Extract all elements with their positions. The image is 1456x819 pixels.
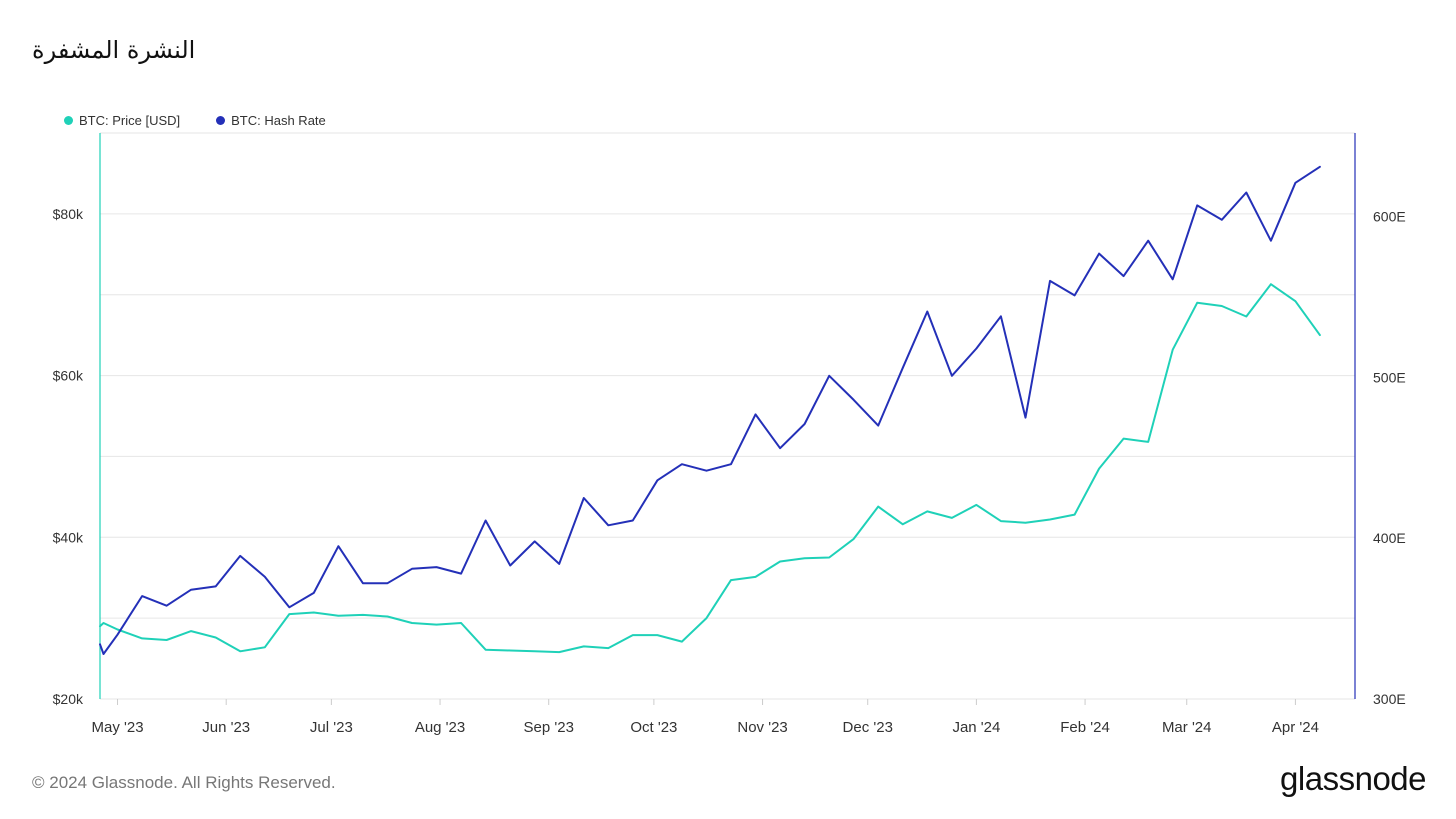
y-left-tick-label: $20k — [53, 691, 84, 707]
grid-layer — [100, 132, 1355, 700]
glassnode-logo: glassnode — [1280, 760, 1426, 797]
y-right-tick-label: 400E — [1373, 530, 1406, 546]
x-tick-label: Feb '24 — [1060, 719, 1110, 736]
x-tick-label: Sep '23 — [524, 719, 574, 736]
x-tick-label: Jul '23 — [310, 719, 353, 736]
x-tick-label: Mar '24 — [1162, 719, 1212, 736]
x-tick-label: May '23 — [91, 719, 143, 736]
label-layer: May '23 Jun '23 Jul '23 Aug '23 Sep '23 Oct '… — [53, 206, 1406, 736]
x-tick-label: Jun '23 — [202, 719, 250, 736]
legend-item-hash-rate[interactable]: BTC: Hash Rate — [216, 113, 326, 128]
y-right-tick-label: 500E — [1373, 369, 1406, 385]
legend-dot-price — [64, 116, 73, 125]
legend-dot-hash-rate — [216, 116, 226, 125]
y-left-tick-label: $60k — [53, 368, 84, 384]
y-left-tick-label: $40k — [53, 529, 84, 545]
y-right-tick-label: 600E — [1373, 209, 1406, 225]
x-tick-label: Nov '23 — [737, 719, 787, 736]
y-right-tick-label: 300E — [1373, 691, 1406, 707]
x-tick-label: Oct '23 — [630, 719, 677, 736]
x-tick-label: Apr '24 — [1272, 719, 1319, 736]
x-tick-label: Jan '24 — [952, 719, 1000, 736]
chart-legend: BTC: Price [USD] BTC: Hash Rate — [64, 113, 326, 128]
page-title: النشرة المشفرة — [32, 36, 196, 64]
series-line-hash-rate — [99, 165, 1321, 655]
x-tick-label: Aug '23 — [415, 719, 465, 736]
chart-canvas: May '23 Jun '23 Jul '23 Aug '23 Sep '23 Oct '… — [53, 132, 1406, 736]
series-layer — [99, 165, 1321, 655]
series-line-price — [99, 283, 1321, 654]
legend-label-hash-rate: BTC: Hash Rate — [231, 113, 326, 128]
x-tick-label: Dec '23 — [843, 719, 893, 736]
legend-item-price[interactable]: BTC: Price [USD] — [64, 113, 180, 128]
y-left-tick-label: $80k — [53, 206, 84, 222]
copyright-text: © 2024 Glassnode. All Rights Reserved. — [32, 773, 336, 792]
axis-layer — [99, 133, 1356, 705]
legend-label-price: BTC: Price [USD] — [79, 113, 181, 128]
